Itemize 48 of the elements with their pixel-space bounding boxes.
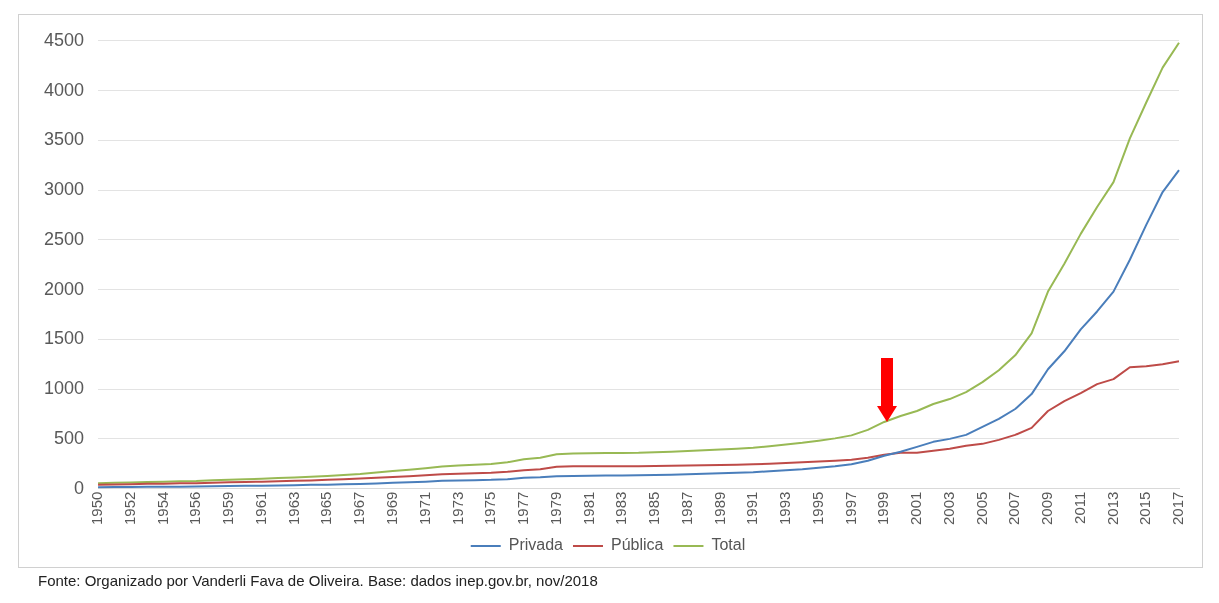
x-tick-label: 2001 [907, 491, 925, 526]
y-tick-label: 500 [54, 427, 85, 448]
y-tick-label: 0 [74, 477, 85, 498]
legend-label: Total [711, 536, 746, 554]
y-tick-label: 3000 [44, 179, 85, 200]
x-tick-label: 1961 [251, 491, 269, 526]
x-tick-label: 2013 [1103, 491, 1121, 526]
x-tick-label: 1973 [448, 491, 466, 526]
x-tick-label: 1999 [874, 491, 892, 526]
x-tick-label: 1985 [645, 491, 663, 526]
x-tick-label: 2011 [1070, 491, 1088, 524]
x-tick-label: 1989 [710, 491, 728, 526]
x-tick-label: 1979 [546, 491, 564, 526]
x-tick-label: 1977 [514, 491, 532, 526]
x-tick-label: 1975 [481, 491, 499, 526]
x-tick-label: 1987 [677, 491, 695, 526]
x-tick-label: 2017 [1169, 491, 1187, 526]
x-tick-label: 1969 [382, 491, 400, 526]
legend-label: Pública [610, 536, 664, 554]
x-tick-label: 2015 [1136, 491, 1154, 526]
legend-label: Privada [508, 536, 564, 554]
x-tick-label: 1959 [219, 491, 237, 526]
x-tick-label: 1997 [841, 491, 859, 526]
x-tick-label: 1950 [88, 491, 106, 526]
x-tick-label: 2009 [1038, 491, 1056, 526]
x-tick-label: 1965 [317, 491, 335, 526]
x-tick-label: 1967 [350, 491, 368, 526]
x-tick-label: 1963 [284, 491, 302, 526]
y-tick-label: 1000 [44, 378, 85, 399]
source-note: Fonte: Organizado por Vanderli Fava de Oliveira. Base: dados inep.gov.br, nov/2018 [38, 572, 598, 589]
y-tick-label: 3500 [44, 129, 85, 150]
x-tick-label: 2007 [1005, 491, 1023, 526]
y-tick-label: 1500 [44, 328, 85, 349]
x-tick-label: 1956 [186, 491, 204, 526]
x-tick-label: 1971 [415, 491, 433, 526]
y-tick-label: 2500 [44, 228, 85, 249]
y-tick-label: 4500 [44, 29, 85, 50]
x-tick-label: 1995 [808, 491, 826, 526]
x-tick-label: 1981 [579, 491, 597, 526]
x-tick-label: 1991 [743, 491, 761, 526]
x-tick-label: 1993 [776, 491, 794, 526]
y-tick-label: 2000 [44, 278, 85, 299]
x-tick-label: 1983 [612, 491, 630, 526]
x-tick-label: 2005 [972, 491, 990, 526]
x-tick-label: 1954 [153, 491, 171, 526]
y-tick-label: 4000 [44, 79, 85, 100]
x-tick-label: 2003 [939, 491, 957, 526]
x-tick-label: 1952 [120, 491, 138, 526]
